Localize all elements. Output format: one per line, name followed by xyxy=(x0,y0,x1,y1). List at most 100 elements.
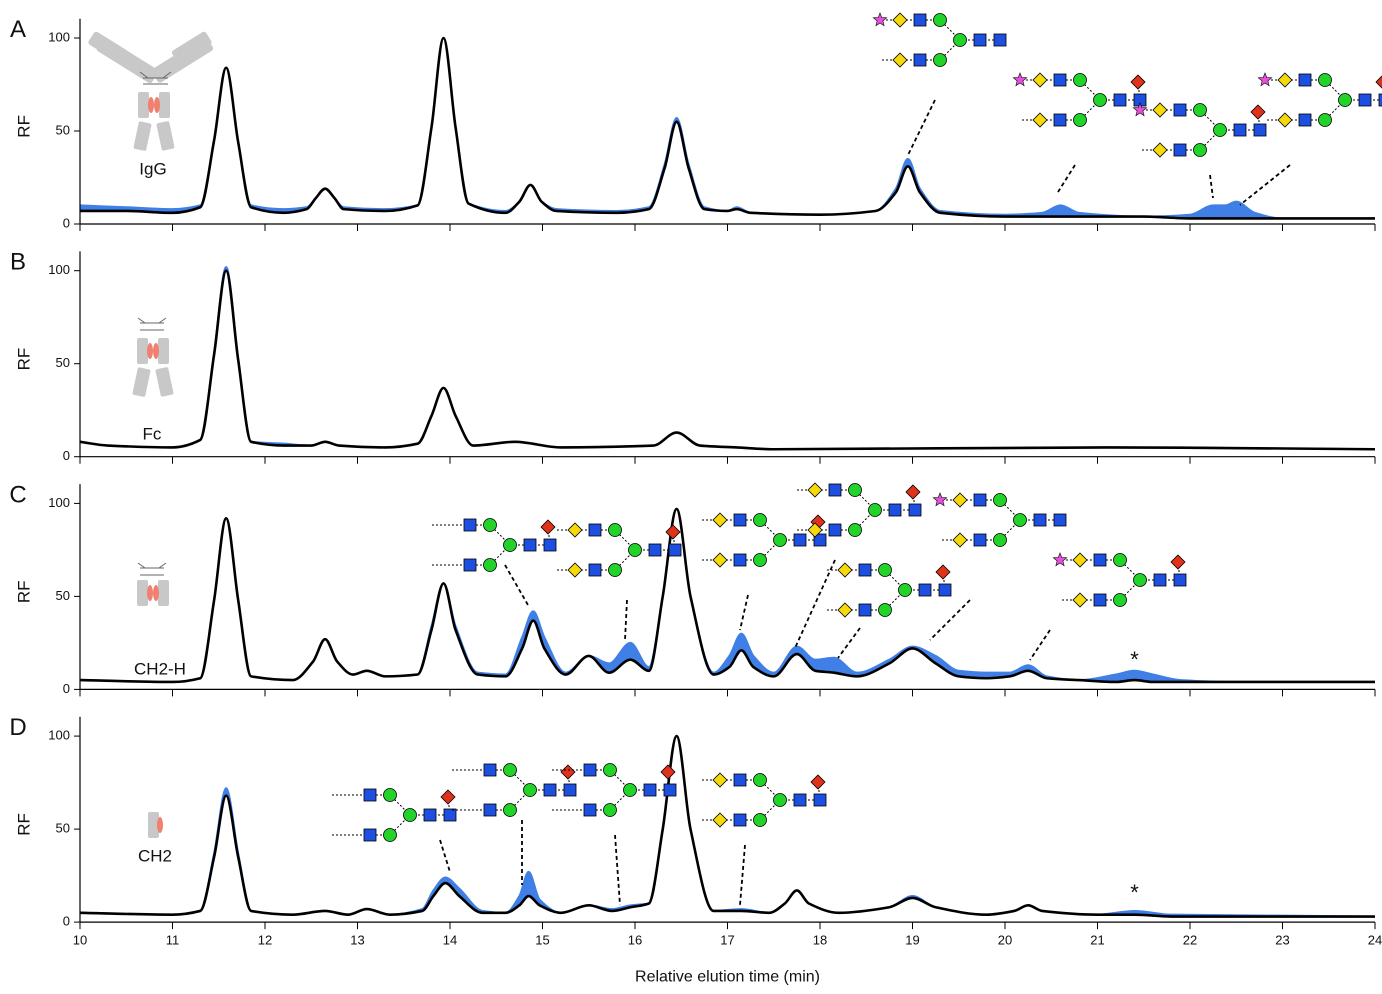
glcnac xyxy=(1113,93,1127,107)
mannose xyxy=(753,773,767,787)
glycan xyxy=(430,518,557,606)
sialic-acid xyxy=(1012,72,1028,87)
fucose xyxy=(1170,554,1186,570)
x-tick-label: 19 xyxy=(905,933,919,948)
y-tick-label: 50 xyxy=(56,122,70,137)
trace xyxy=(79,507,1375,683)
leader-line xyxy=(837,627,861,659)
y-tick-label: 0 xyxy=(63,681,70,696)
sialic-acid xyxy=(1132,102,1148,117)
mannose xyxy=(753,813,767,827)
galactose xyxy=(952,492,968,508)
antibody-arm xyxy=(171,31,212,64)
antibody-arm xyxy=(88,31,129,64)
glcnac xyxy=(733,553,747,567)
galactose xyxy=(1072,552,1088,568)
linkage xyxy=(567,771,571,791)
glcnac xyxy=(1093,593,1107,607)
mannose xyxy=(503,763,517,777)
panel-letter: C xyxy=(9,481,26,508)
sialic-acid xyxy=(1257,72,1273,87)
glcnac xyxy=(1053,513,1067,527)
glcnac xyxy=(793,533,807,547)
annotation: * xyxy=(1130,880,1139,905)
glcnac xyxy=(733,813,747,827)
galactose xyxy=(952,532,968,548)
ch2 xyxy=(158,580,169,606)
x-tick-label: 16 xyxy=(628,933,642,948)
mannose xyxy=(608,523,622,537)
mannose xyxy=(503,803,517,817)
galactose xyxy=(712,512,728,528)
glycan-site xyxy=(157,817,163,833)
glcnac xyxy=(1298,113,1312,127)
glcnac xyxy=(918,583,932,597)
area xyxy=(80,38,1375,224)
glcnac xyxy=(583,803,597,817)
glcnac xyxy=(1298,73,1312,87)
ch3 xyxy=(155,367,174,397)
fucose xyxy=(560,764,576,780)
x-axis-title: Relative elution time (min) xyxy=(635,968,820,985)
glcnac xyxy=(1053,73,1067,87)
leader-line xyxy=(439,839,451,873)
leader-line xyxy=(739,594,749,631)
galactose xyxy=(837,602,853,618)
x-tick-label: 22 xyxy=(1183,933,1197,948)
mannose xyxy=(878,603,892,617)
fucose xyxy=(1375,75,1382,89)
mannose xyxy=(628,543,642,557)
glycan xyxy=(330,788,457,873)
leader-line xyxy=(794,559,836,649)
glycan xyxy=(825,562,952,659)
glcnac xyxy=(1358,93,1372,107)
panel-letter: A xyxy=(10,16,26,43)
glcnac xyxy=(1053,113,1067,127)
glcnac xyxy=(828,523,842,537)
glycan xyxy=(1132,102,1267,199)
y-axis-title: RF xyxy=(14,115,33,138)
glycan xyxy=(929,492,1067,641)
ch2 xyxy=(137,580,148,606)
y-tick-label: 50 xyxy=(56,588,70,603)
mannose xyxy=(1193,103,1207,117)
leader-line xyxy=(739,844,746,906)
linkage xyxy=(942,571,946,591)
mannose xyxy=(848,523,862,537)
mannose xyxy=(1113,553,1127,567)
y-tick-label: 100 xyxy=(48,495,70,510)
x-tick-label: 14 xyxy=(443,933,457,948)
mannose xyxy=(603,803,617,817)
mannose xyxy=(848,483,862,497)
x-tick-label: 21 xyxy=(1090,933,1104,948)
glcnac xyxy=(663,783,677,797)
galactose xyxy=(1032,72,1048,88)
mannose xyxy=(1073,113,1087,127)
y-tick-label: 0 xyxy=(63,448,70,463)
mannose xyxy=(383,788,397,802)
linkage xyxy=(1257,111,1261,131)
glycan xyxy=(1029,552,1187,661)
mannose xyxy=(403,808,417,822)
y-tick-label: 100 xyxy=(48,29,70,44)
mannose xyxy=(603,763,617,777)
glcnac xyxy=(993,33,1007,47)
linkage xyxy=(1137,81,1141,101)
area xyxy=(80,270,1375,457)
y-tick-label: 100 xyxy=(48,728,70,743)
leader-line xyxy=(624,599,628,641)
mannose xyxy=(753,513,767,527)
galactose xyxy=(712,552,728,568)
linkage xyxy=(547,526,551,546)
glcnac xyxy=(443,808,457,822)
trace xyxy=(79,37,1375,220)
glcnac xyxy=(1253,123,1267,137)
y-tick-label: 50 xyxy=(56,355,70,370)
hinge xyxy=(139,71,172,85)
area xyxy=(80,736,1375,923)
y-tick-label: 0 xyxy=(63,215,70,230)
galactose xyxy=(712,772,728,788)
x-tick-label: 20 xyxy=(998,933,1012,948)
ch3 xyxy=(132,367,151,397)
glcnac xyxy=(483,763,497,777)
